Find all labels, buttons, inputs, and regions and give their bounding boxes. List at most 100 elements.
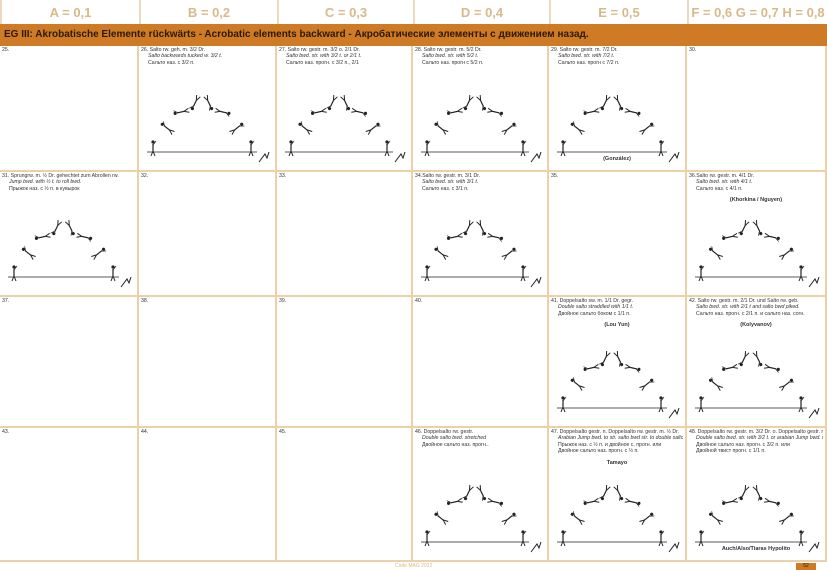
element-description: 31. Sprungrw. m. ½ Dr. gehechtet zum Abr…: [2, 173, 119, 179]
gymnast-figure: [50, 220, 63, 236]
element-symbol: [808, 541, 820, 553]
gymnast-figure: [698, 265, 705, 282]
section-title: EG III: Akrobatische Elemente rückwärts …: [0, 24, 827, 46]
gymnast-figure: [613, 485, 624, 501]
gymnast-figure: [446, 497, 463, 505]
element-description: 48. Doppelsalto rw. gestr. m. 3/2 Dr. o.…: [689, 429, 823, 435]
element-description: Salto bwd. str. with 3/1 t.: [422, 179, 479, 186]
gymnast-figure: [613, 351, 624, 367]
gymnast-figure: [624, 107, 641, 117]
gymnast-figure: [21, 246, 36, 260]
gymnast-figure: [326, 95, 338, 111]
gymnast-figure: [384, 140, 391, 157]
gymnast-figure: [613, 95, 624, 111]
gymnast-figure: [340, 95, 351, 111]
gymnast-figure: [583, 363, 600, 371]
element-description: Сальто наз. прогн с 5/2 п.: [422, 59, 484, 66]
element-cell: 32.: [139, 172, 277, 297]
element-cell: 28. Salto rw. gestr. m. 5/2 Dr. Salto bwd…: [413, 46, 549, 172]
gymnast-figure: [570, 121, 585, 135]
gymnast-figure: [708, 377, 723, 391]
gymnast-name: (Lou Yun): [604, 322, 630, 329]
element-description: Double salto straddled with 1/1 t.: [558, 304, 634, 311]
element-description: 43.: [2, 429, 10, 435]
column-header: B = 0,2: [139, 0, 277, 24]
element-symbol: [530, 276, 542, 288]
element-description: Сальто наз. с 4/1 п.: [696, 185, 743, 192]
gymnast-figure: [764, 497, 780, 507]
gymnast-figure: [658, 140, 665, 157]
element-description: 47. Doppelsalto gestr. n. Doppelsalto rw…: [551, 429, 680, 435]
gymnast-figure: [737, 485, 750, 501]
element-description: Двойное сальто наз. прогн..: [422, 441, 489, 448]
element-cell: 48. Doppelsalto rw. gestr. m. 3/2 Dr. o.…: [687, 428, 827, 562]
gymnast-figure: [487, 497, 504, 507]
element-description: Прыжок наз. с ½ п. и двойное с. прогн. и…: [558, 441, 662, 448]
element-drawing: [695, 485, 820, 553]
element-description: 42. Salto rw. gestr. m. 2/1 Dr. und Salt…: [689, 298, 799, 304]
gymnast-figure: [779, 512, 795, 525]
gymnast-figure: [737, 351, 750, 367]
element-description: Double salto bwd. str. with 3/2 t. or ar…: [696, 435, 823, 442]
element-description: 44.: [141, 429, 149, 435]
element-description: 36.Salto rw. gestr. m. 4/1 Dr.: [689, 173, 755, 179]
element-description: Двойное сальто боком с 1/1 п.: [558, 310, 631, 317]
element-description: 29. Salto rw. gestr. m. 7/2 Dr.: [551, 47, 618, 53]
element-description: 25.: [2, 47, 10, 53]
element-symbol: [668, 541, 680, 553]
gymnast-figure: [501, 247, 517, 260]
gymnast-figure: [487, 107, 504, 117]
element-description: Сальто наз. прогн. с 3/2 п., 2/1: [286, 59, 359, 66]
gymnast-figure: [798, 396, 805, 413]
gymnast-figure: [698, 530, 705, 547]
element-description: 26. Salto rw. geh. m. 3/2 Dr.: [141, 47, 206, 53]
element-description: 45.: [279, 429, 287, 435]
element-cell: 34.Salto rw. gestr. m. 3/1 Dr. Salto bwd.…: [413, 172, 549, 297]
element-cell: 44.: [139, 428, 277, 562]
element-description: Сальто наз. прогн с 7/2 п.: [558, 59, 620, 66]
element-cell: 40.: [413, 297, 549, 428]
element-description: Двойное сальто наз. прогн. с ½ п.: [558, 448, 639, 455]
element-drawing: [421, 485, 542, 553]
gymnast-figure: [424, 140, 431, 157]
gymnast-figure: [737, 220, 750, 236]
element-description: Salto bwd. str. with 4/1 t.: [696, 179, 753, 186]
element-description: 41. Doppelsalto sw. m. 1/1 Dr. gegr.: [551, 298, 633, 304]
gymnast-figure: [639, 378, 655, 391]
element-cell: 47. Doppelsalto gestr. n. Doppelsalto rw…: [549, 428, 687, 562]
element-cell: 37.: [0, 297, 139, 428]
element-description: 38.: [141, 298, 149, 304]
gymnast-figure: [424, 530, 431, 547]
element-description: 40.: [415, 298, 423, 304]
gymnast-figure: [64, 220, 75, 236]
gymnast-figure: [424, 265, 431, 282]
gymnast-figure: [501, 512, 517, 525]
gymnast-figure: [583, 497, 600, 505]
gymnast-figure: [570, 511, 585, 525]
gymnast-figure: [446, 232, 463, 240]
column-header: A = 0,1: [0, 0, 139, 24]
element-description: 32.: [141, 173, 149, 179]
element-description: Сальто наз. с 3/2 п.: [148, 59, 195, 66]
element-description: 46. Doppelsalto rw. gestr.: [415, 429, 474, 435]
gymnast-figure: [583, 107, 600, 115]
element-symbol: [394, 151, 406, 163]
gymnast-figure: [639, 122, 655, 135]
gymnast-figure: [11, 265, 18, 282]
element-symbol: [530, 151, 542, 163]
gymnast-figure: [764, 232, 780, 242]
gymnast-figure: [76, 232, 93, 242]
element-description: Double salto bwd. stretched: [422, 435, 487, 442]
element-description: 27. Salto rw. gestr. m. 3/2 o. 2/1 Dr.: [279, 47, 361, 53]
gymnast-figure: [560, 530, 567, 547]
gymnast-figure: [446, 107, 463, 115]
column-header: E = 0,5: [549, 0, 687, 24]
gymnast-figure: [434, 246, 449, 260]
gymnast-figure: [462, 485, 474, 501]
gymnast-name: (González): [603, 155, 631, 162]
element-cell: 42. Salto rw. gestr. m. 2/1 Dr. und Salt…: [687, 297, 827, 428]
gymnast-figure: [639, 512, 655, 525]
page-number: 52: [796, 563, 816, 570]
gymnast-figure: [229, 122, 245, 135]
element-drawing: [421, 95, 542, 163]
